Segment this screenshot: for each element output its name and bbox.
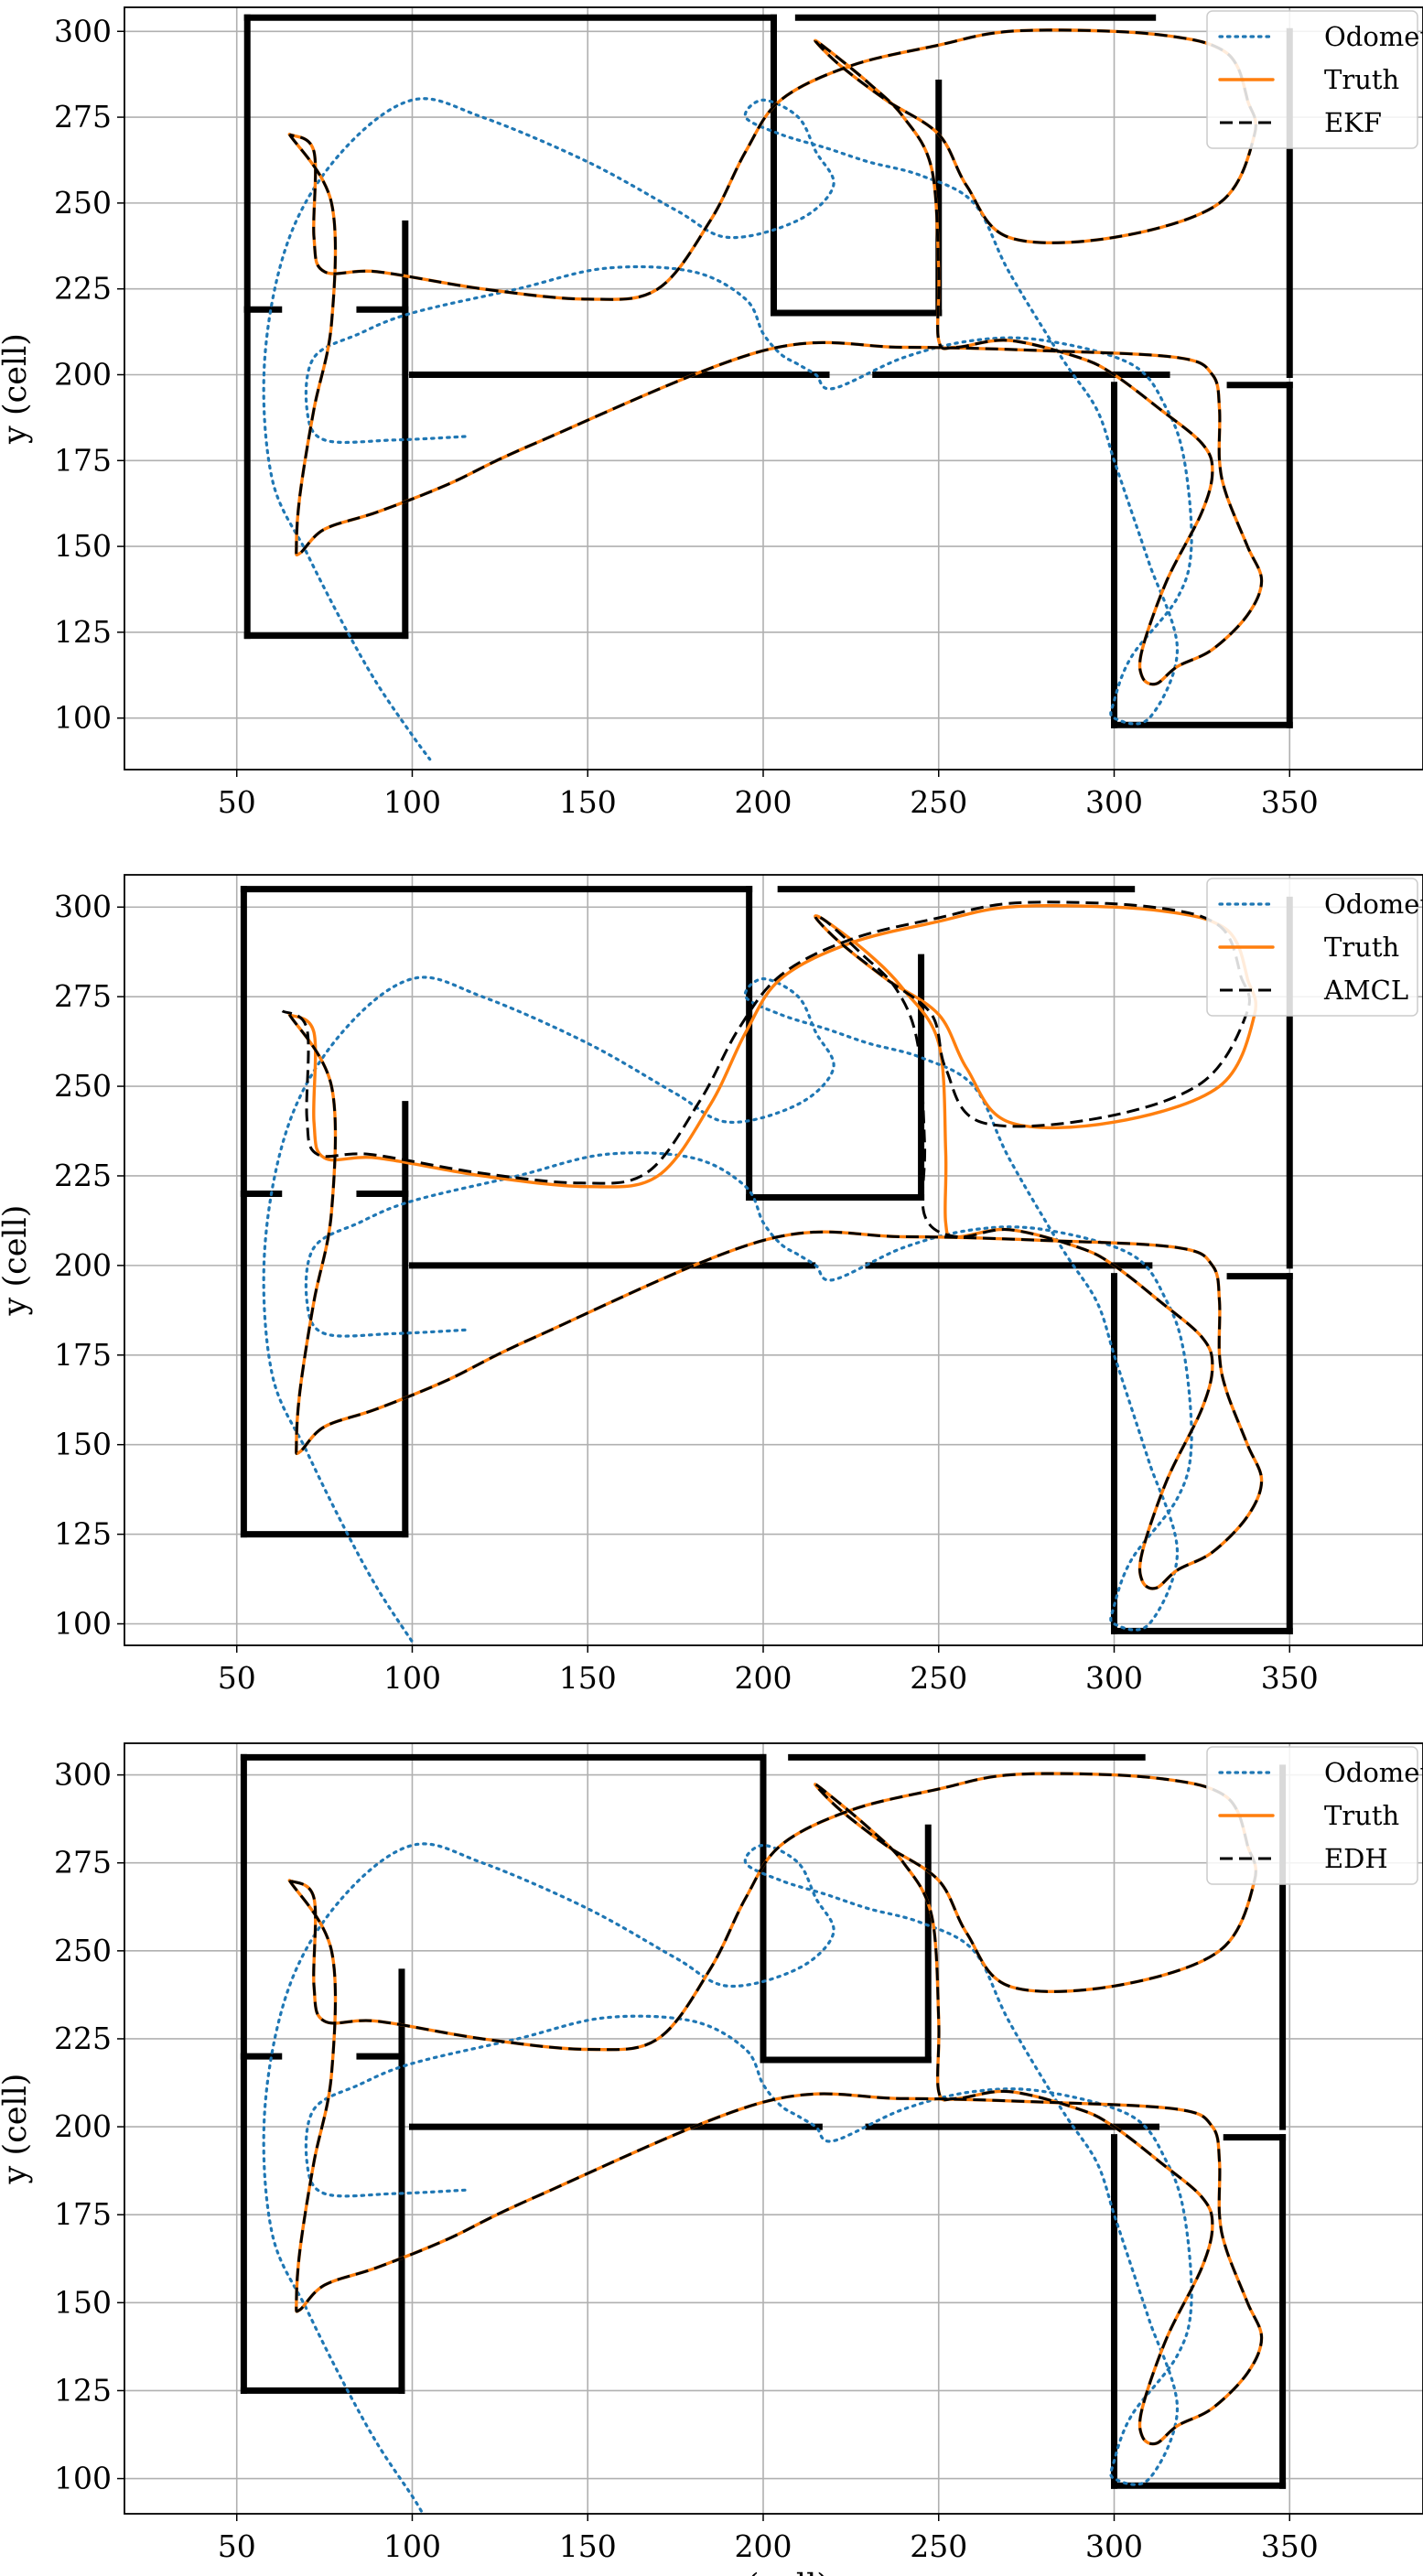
y-tick-label: 200 [54, 1247, 112, 1283]
legend-label-ekf: EKF [1324, 107, 1382, 138]
x-tick-label: 150 [559, 1660, 617, 1696]
x-tick-label: 50 [218, 1660, 256, 1696]
y-tick-label: 250 [54, 185, 112, 221]
y-tick-label: 150 [54, 2284, 112, 2320]
plot-area [243, 14, 1293, 761]
legend-box [1206, 878, 1418, 1017]
x-tick-label: 200 [734, 1660, 792, 1696]
legend-label-edh: EDH [1324, 1843, 1388, 1874]
legend: Odometry Truth EDH [1206, 1746, 1423, 1885]
y-tick-label: 150 [54, 528, 112, 564]
x-tick-label: 350 [1261, 2528, 1319, 2564]
x-tick-label: 50 [218, 2528, 256, 2564]
x-tick-label: 300 [1085, 1660, 1143, 1696]
x-tick-label: 150 [559, 784, 617, 820]
legend-box [1206, 10, 1418, 149]
y-tick-label: 200 [54, 2108, 112, 2144]
series-edh-line [288, 1772, 1264, 2446]
x-tick-label: 200 [734, 2528, 792, 2564]
x-tick-label: 300 [1085, 2528, 1143, 2564]
legend-label-truth: Truth [1324, 1800, 1399, 1831]
legend-box [1206, 1746, 1418, 1885]
legend: Odometry Truth AMCL [1206, 878, 1423, 1017]
y-tick-label: 200 [54, 356, 112, 392]
x-tick-label: 350 [1261, 1660, 1319, 1696]
legend-label-odometry: Odometry [1324, 889, 1423, 920]
series-odometry-line [262, 97, 1193, 761]
legend-label-odometry: Odometry [1324, 1757, 1423, 1788]
y-tick-label: 175 [54, 1337, 112, 1373]
y-tick-label: 250 [54, 1933, 112, 1968]
legend: Odometry Truth EKF [1206, 10, 1423, 149]
x-tick-label: 150 [559, 2528, 617, 2564]
x-tick-label: 300 [1085, 784, 1143, 820]
legend-label-truth: Truth [1324, 64, 1399, 95]
y-tick-label: 125 [54, 1516, 112, 1552]
y-tick-label: 125 [54, 614, 112, 650]
y-tick-label: 125 [54, 2372, 112, 2408]
series-ekf-line [288, 28, 1264, 686]
y-tick-label: 225 [54, 271, 112, 307]
x-tick-label: 250 [910, 2528, 967, 2564]
y-tick-label: 275 [54, 978, 112, 1014]
y-tick-label: 225 [54, 2021, 112, 2056]
plot-area [240, 1753, 1287, 2514]
panel-1: 50 100 150 200 250 300 350 100 125 150 175 200 225 25… [0, 6, 1423, 820]
x-tick-label: 100 [383, 2528, 441, 2564]
y-axis-label: y (cell) [0, 2074, 34, 2185]
x-tick-label: 250 [910, 1660, 967, 1696]
y-axis-label: y (cell) [0, 1205, 34, 1317]
x-tick-label: 200 [734, 784, 792, 820]
x-tick-label: 100 [383, 784, 441, 820]
series-amcl-line [281, 900, 1264, 1590]
legend-label-odometry: Odometry [1324, 21, 1423, 52]
x-axis-label: x (cell) [718, 2568, 829, 2576]
y-tick-label: 150 [54, 1427, 112, 1462]
y-tick-label: 300 [54, 889, 112, 924]
axes-frame [124, 6, 1423, 771]
legend-label-amcl: AMCL [1323, 975, 1408, 1006]
y-tick-label: 275 [54, 1845, 112, 1881]
y-tick-label: 100 [54, 1606, 112, 1642]
y-tick-label: 175 [54, 442, 112, 478]
x-tick-label: 50 [218, 784, 256, 820]
y-tick-label: 250 [54, 1068, 112, 1104]
y-tick-label: 100 [54, 700, 112, 736]
y-tick-label: 275 [54, 99, 112, 135]
y-tick-label: 300 [54, 13, 112, 49]
x-tick-label: 100 [383, 1660, 441, 1696]
x-tick-label: 250 [910, 784, 967, 820]
y-tick-label: 225 [54, 1158, 112, 1193]
panel-3: 50 100 150 200 250 300 350 100 125 150 175 200 225 25… [0, 1742, 1423, 2576]
x-tick-label: 350 [1261, 784, 1319, 820]
legend-label-truth: Truth [1324, 932, 1399, 963]
axes-frame [124, 874, 1423, 1646]
panel-2: 50 100 150 200 250 300 350 100 125 150 175 200 225 25… [0, 874, 1423, 1696]
series-odometry-line [262, 975, 1193, 1644]
y-axis-label: y (cell) [0, 333, 34, 445]
y-tick-label: 100 [54, 2461, 112, 2496]
series-odometry-line [262, 1842, 1193, 2514]
axes-frame [124, 1742, 1423, 2515]
y-tick-label: 175 [54, 2196, 112, 2232]
y-tick-label: 300 [54, 1757, 112, 1793]
plot-area [240, 886, 1293, 1644]
